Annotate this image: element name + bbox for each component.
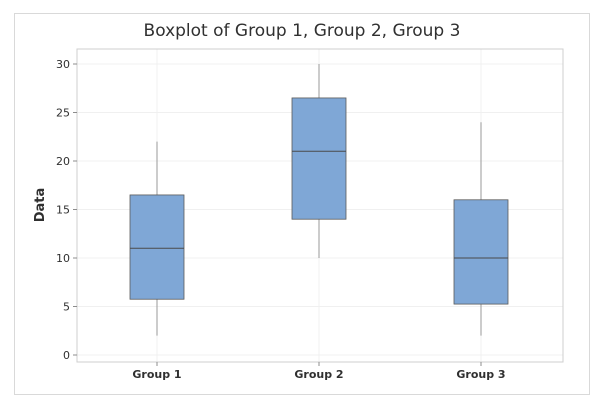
box-group-2 — [291, 64, 347, 258]
y-tick-label: 5 — [63, 301, 70, 314]
chart-title: Boxplot of Group 1, Group 2, Group 3 — [144, 21, 461, 41]
y-tick-label: 10 — [56, 252, 70, 265]
x-category-label: Group 2 — [294, 368, 343, 381]
x-category-label: Group 1 — [132, 368, 181, 381]
iqr-box — [291, 97, 347, 220]
y-tick-label: 15 — [56, 204, 70, 217]
y-tick-label: 20 — [56, 155, 70, 168]
axis-layer: 0 5 10 15 20 25 30 Group 1 Group 2 Group 3 — [56, 58, 506, 381]
iqr-box — [453, 199, 509, 305]
box-group-1 — [129, 141, 185, 336]
plot-area — [76, 48, 564, 363]
iqr-box — [129, 194, 185, 300]
y-axis-label: Data — [33, 188, 48, 223]
y-tick-label: 25 — [56, 107, 70, 120]
y-tick-label: 30 — [56, 58, 70, 71]
box-layer — [129, 64, 509, 336]
box-group-3 — [453, 122, 509, 336]
y-tick-label: 0 — [63, 349, 70, 362]
x-category-label: Group 3 — [456, 368, 505, 381]
